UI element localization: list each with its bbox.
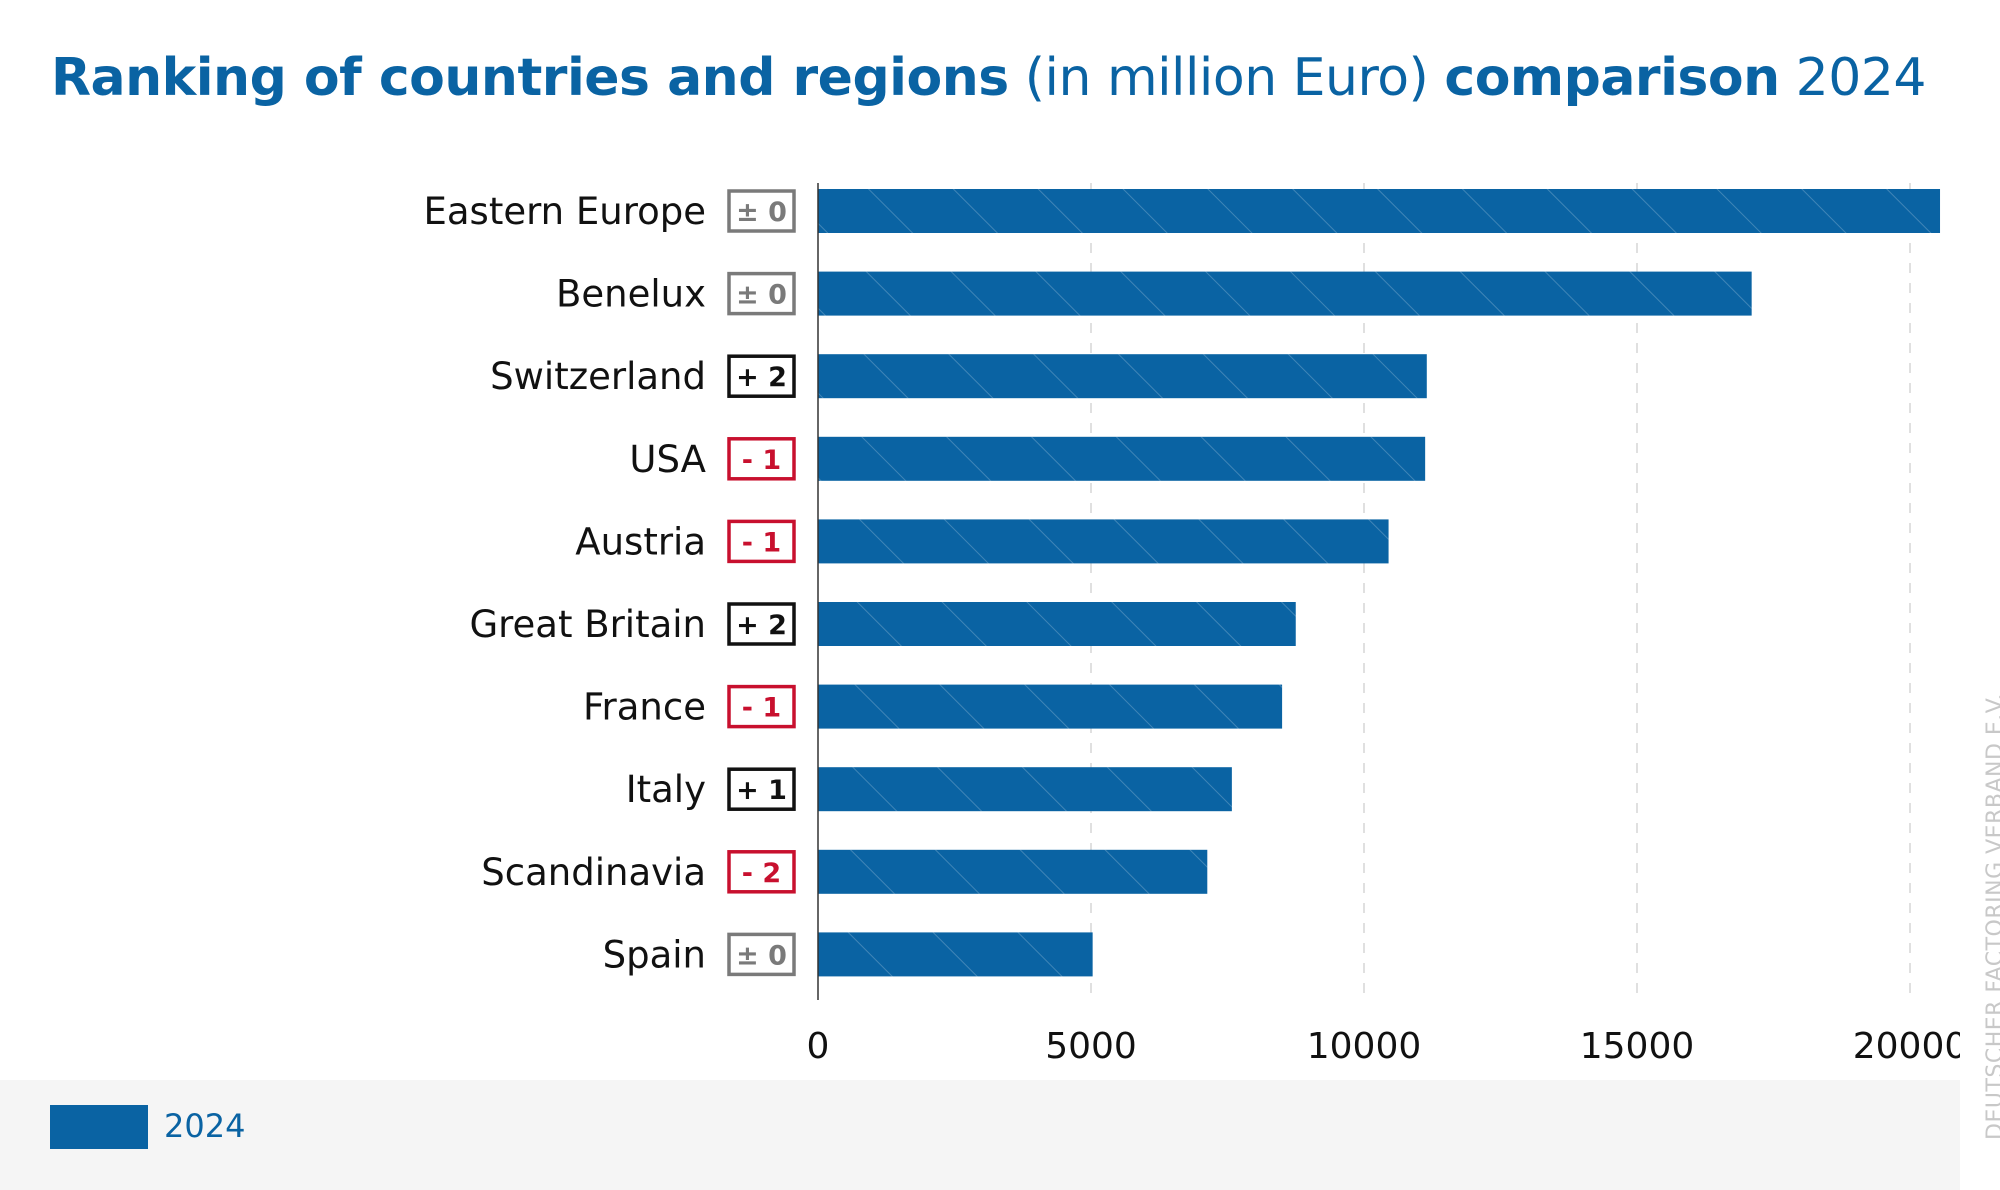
- bar-chart: Eastern Europe Benelux Switzerland USA Austr…: [424, 183, 1960, 1067]
- rank-change-badge: [727, 519, 796, 564]
- x-tick-label: 0: [807, 1026, 830, 1067]
- rank-change-badges: ± 0 ± 0 + 2 - 1 - 1 + 2 - 1 + 1 - 2 ± 0: [727, 189, 796, 977]
- category-label: Benelux: [556, 273, 706, 316]
- rank-change-badge: [727, 932, 796, 977]
- legend-swatch: [50, 1105, 148, 1149]
- title-unit: (in million Euro): [1024, 48, 1429, 108]
- rank-change-badge: [727, 850, 796, 894]
- rank-change-badge: [727, 437, 796, 481]
- rank-change-badge: [727, 602, 796, 646]
- category-label: Italy: [626, 768, 706, 811]
- x-tick-label: 15000: [1580, 1026, 1695, 1067]
- category-label: Switzerland: [490, 355, 706, 398]
- bar-hatch: [818, 271, 1752, 316]
- rank-change-text: - 1: [742, 527, 781, 558]
- rank-change-text: + 2: [736, 362, 787, 393]
- x-tick-labels: 0 5000 10000 15000 20000: [807, 1026, 1960, 1067]
- category-label: USA: [629, 438, 706, 481]
- category-label: Scandinavia: [481, 851, 706, 894]
- rank-change-text: + 2: [736, 610, 787, 641]
- chart-title: Ranking of countries and regions (in mil…: [51, 42, 1926, 114]
- title-year: 2024: [1795, 48, 1927, 108]
- rank-change-text: ± 0: [736, 197, 787, 228]
- category-labels: Eastern Europe Benelux Switzerland USA Austr…: [424, 190, 707, 976]
- rank-change-badge: [727, 271, 796, 316]
- rank-change-badge: [727, 354, 796, 398]
- rank-change-text: - 1: [742, 445, 781, 476]
- category-label: Great Britain: [469, 603, 706, 646]
- watermark: DEUTSCHER FACTORING VERBAND E.V.: [1983, 693, 2000, 1140]
- rank-change-text: ± 0: [736, 940, 787, 971]
- rank-change-text: - 1: [742, 693, 781, 724]
- bars: [818, 189, 1941, 977]
- bar-hatch: [818, 602, 1296, 646]
- rank-change-badge: [727, 767, 796, 811]
- legend-label: 2024: [164, 1107, 246, 1145]
- title-main: Ranking of countries and regions: [51, 48, 1009, 108]
- category-label: Austria: [575, 520, 706, 563]
- title-comparison: comparison: [1444, 48, 1780, 108]
- category-label: Spain: [603, 933, 706, 976]
- bar-hatch: [818, 189, 1941, 233]
- rank-change-text: + 1: [736, 775, 787, 806]
- x-tick-label: 5000: [1045, 1026, 1137, 1067]
- bar-hatch: [818, 849, 1208, 894]
- rank-change-badge: [727, 189, 796, 233]
- bar-hatch: [818, 932, 1093, 977]
- bar-hatch: [818, 767, 1232, 812]
- x-tick-label: 10000: [1307, 1026, 1422, 1067]
- bar-hatch: [818, 684, 1283, 729]
- legend-area: 2024: [0, 1080, 1960, 1190]
- rank-change-text: ± 0: [736, 280, 787, 311]
- x-tick-label: 20000: [1853, 1026, 1960, 1067]
- bar-hatch: [818, 519, 1389, 564]
- category-label: Eastern Europe: [424, 190, 707, 233]
- rank-change-badge: [727, 684, 796, 729]
- rank-change-text: - 2: [742, 858, 781, 889]
- bar-hatch: [818, 436, 1426, 481]
- bar-hatch: [818, 354, 1427, 399]
- category-label: France: [583, 686, 706, 729]
